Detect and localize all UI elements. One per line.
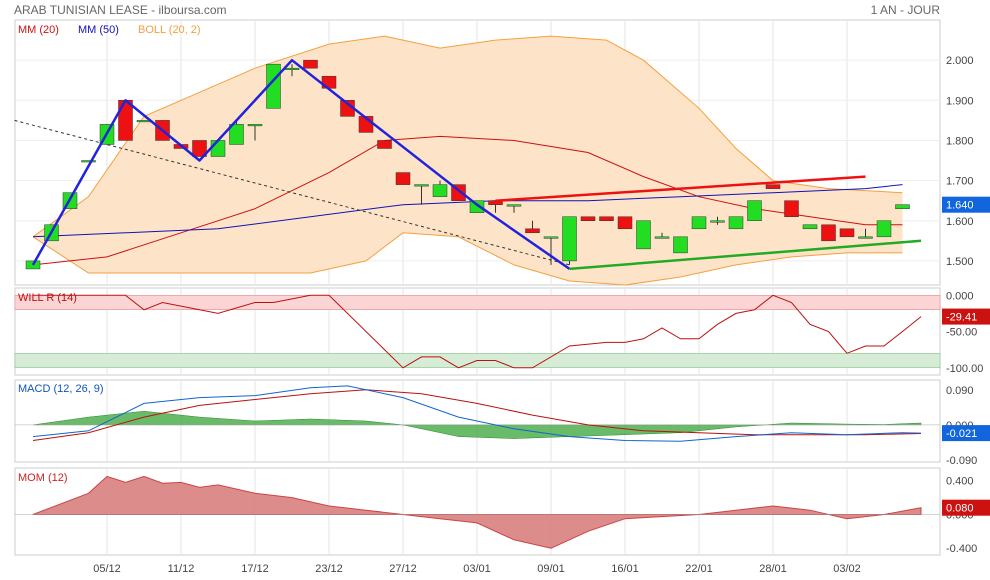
x-tick-label: 23/12 (315, 563, 343, 575)
macd-signal-line (32, 389, 922, 441)
macd-title: MACD (12, 26, 9) (18, 383, 104, 395)
willr-overbought-zone (14, 295, 941, 310)
price-y-tick-label: 1.800 (946, 135, 974, 147)
candle-body (876, 220, 892, 238)
last-price-badge (942, 196, 990, 213)
price-y-tick-label: 1.500 (946, 256, 974, 268)
macd-last-value: -0.021 (946, 428, 977, 440)
legend-entry: MM (20) (18, 24, 59, 36)
bollinger-upper-line (32, 35, 903, 238)
x-tick-label: 03/01 (463, 563, 491, 575)
legend-entry: BOLL (20, 2) (138, 24, 201, 36)
candle-body (543, 236, 559, 239)
candle-body (192, 140, 207, 157)
willr-value-badge (942, 308, 990, 325)
blue-trendline (31, 58, 571, 270)
macd-value-badge (942, 425, 990, 442)
mom-title: MOM (12) (18, 472, 68, 484)
price-y-tick-label: 1.600 (946, 216, 974, 228)
bollinger-band-fill (33, 36, 903, 285)
x-tick-label: 27/12 (389, 563, 417, 575)
bollinger-lower-line (32, 232, 903, 286)
price-y-tick-label: 1.900 (946, 95, 974, 107)
candle-body (432, 184, 448, 197)
candle-body (284, 67, 300, 70)
candle-body (81, 160, 96, 163)
mom-y-tick-label: 0.400 (946, 476, 974, 488)
x-tick-label: 22/01 (685, 563, 713, 575)
last-price-value: 1.640 (946, 200, 974, 212)
candle-body (229, 124, 244, 145)
price-y-tick-label: 1.700 (946, 176, 974, 188)
x-tick-label: 28/01 (759, 563, 787, 575)
chart-title: ARAB TUNISIAN LEASE - ilboursa.com (14, 3, 227, 17)
candle-body (821, 224, 836, 242)
candle-body (303, 59, 318, 69)
candle-body (839, 228, 855, 238)
candle-body (469, 200, 485, 213)
candle-body (802, 224, 818, 230)
x-tick-label: 11/12 (168, 563, 195, 575)
candle-body (654, 236, 670, 239)
candle-body (580, 216, 596, 222)
candle-body (118, 100, 133, 141)
candle-body (25, 260, 41, 270)
mom-area (32, 475, 922, 549)
candle-body (599, 216, 614, 222)
macd-y-tick-label: -0.090 (946, 455, 977, 467)
candle-body (858, 236, 873, 239)
macd-y-tick-label: 0.090 (946, 385, 974, 397)
candle-body (377, 140, 392, 149)
candle-body (673, 236, 688, 254)
candle-body (691, 216, 707, 230)
willr-y-tick-label: 0.000 (946, 290, 974, 302)
price-y-tick-label: 2.000 (946, 55, 974, 67)
x-tick-label: 05/12 (93, 563, 121, 575)
macd-line (32, 385, 922, 442)
x-tick-label: 16/01 (611, 563, 639, 575)
x-tick-label: 03/02 (833, 563, 861, 575)
candle-body (617, 216, 633, 230)
legend-entry: MM (50) (78, 24, 119, 36)
green-trendline (569, 239, 922, 271)
willr-y-tick-label: -50.00 (946, 327, 977, 339)
willr-last-value: -29.41 (946, 312, 977, 324)
candle-body (728, 216, 744, 230)
candle-body (395, 172, 411, 185)
red-trendline (495, 175, 866, 202)
candle-body (765, 184, 781, 189)
candle-body (247, 124, 263, 127)
candle-body (525, 228, 540, 234)
candle-body (636, 220, 651, 250)
willr-title: WILL R (14) (18, 292, 77, 304)
mom-last-value: 0.080 (946, 503, 974, 515)
candle-body (414, 184, 429, 187)
candle-body (895, 204, 910, 209)
willr-line (33, 294, 922, 369)
x-tick-label: 17/12 (241, 563, 269, 575)
willr-y-tick-label: -100.00 (946, 363, 983, 375)
candle-body (784, 200, 799, 217)
candle-body (506, 204, 522, 207)
mom-y-tick-label: -0.400 (946, 543, 977, 555)
candle-body (747, 200, 762, 222)
period-label: 1 AN - JOUR (870, 3, 940, 17)
candle-body (710, 220, 725, 223)
candle-body (562, 216, 577, 262)
mom-value-badge (942, 499, 990, 516)
candle-body (210, 140, 226, 157)
x-tick-label: 09/01 (537, 563, 565, 575)
